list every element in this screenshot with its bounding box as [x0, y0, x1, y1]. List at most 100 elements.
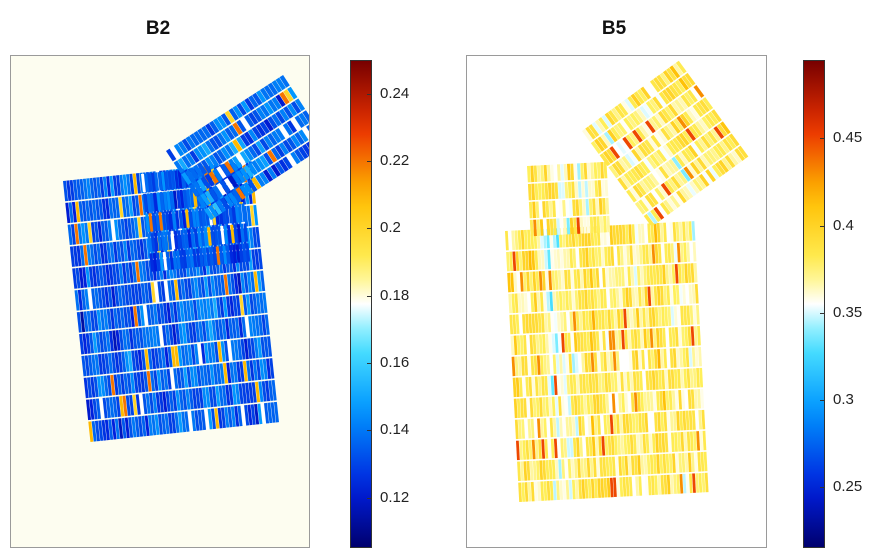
field-cell [216, 297, 222, 318]
field-cell [220, 407, 226, 429]
field-cell [157, 232, 163, 251]
field-cell [532, 460, 537, 481]
field-cell [94, 221, 100, 243]
field-cell [110, 374, 116, 396]
field-cell [654, 412, 658, 432]
field-cell [216, 363, 222, 385]
field-cell [590, 415, 595, 436]
field-cell [507, 272, 511, 293]
field-cell [651, 370, 656, 390]
field-cell [244, 114, 255, 128]
field-cell [531, 183, 536, 201]
field-cell [664, 243, 668, 264]
field-cell [701, 472, 706, 493]
field-cell [709, 147, 721, 161]
field-cell [84, 222, 90, 244]
field-cell [687, 263, 692, 283]
field-cell [609, 477, 614, 498]
field-cell [651, 170, 663, 184]
field-cell [115, 197, 121, 218]
field-cell [686, 242, 691, 262]
field-cell [718, 159, 729, 173]
field-cell [553, 438, 558, 459]
field-cell [283, 89, 294, 102]
field-cell [106, 308, 112, 330]
field-cell [165, 251, 171, 271]
field-cell [703, 451, 708, 472]
field-cell [639, 434, 644, 454]
field-cell [626, 245, 631, 266]
field-cell [627, 455, 632, 476]
field-cell [672, 285, 677, 305]
field-cell [83, 244, 89, 266]
field-cell [630, 93, 642, 107]
field-cell [279, 74, 290, 88]
field-cell [579, 374, 583, 394]
field-cell [86, 310, 92, 332]
field-cell [160, 281, 166, 302]
field-cell [127, 284, 133, 306]
field-cell [544, 249, 548, 270]
field-cell [667, 243, 672, 263]
field-cell [535, 397, 540, 417]
field-cell [675, 390, 679, 410]
field-cell [533, 355, 538, 376]
field-cell [255, 123, 266, 137]
field-cell [105, 264, 111, 286]
field-cell [701, 409, 706, 430]
field-cell [663, 411, 668, 432]
field-cell [258, 381, 264, 402]
field-cell [165, 324, 171, 346]
field-cell [153, 370, 159, 391]
field-cell [251, 382, 257, 403]
field-cell [534, 313, 539, 333]
field-cell [589, 331, 594, 352]
field-cell [604, 309, 609, 330]
field-cell [607, 246, 612, 267]
field-cell [656, 454, 661, 474]
field-cell [271, 80, 283, 93]
field-cell [605, 330, 610, 351]
field-cell [687, 144, 699, 158]
field-cell [131, 416, 137, 438]
field-cell [665, 453, 670, 474]
field-cell [118, 196, 124, 218]
field-cell [200, 159, 212, 173]
field-cell [607, 435, 612, 456]
field-cell [669, 222, 674, 242]
field-cell [652, 265, 657, 285]
field-cell [520, 293, 525, 313]
field-cell [91, 199, 97, 221]
field-cell [99, 398, 105, 419]
field-cell [189, 133, 200, 147]
field-cell [590, 352, 595, 373]
field-cell [116, 241, 122, 263]
field-cell [674, 99, 685, 113]
field-cell [267, 99, 278, 113]
field-cell [253, 337, 259, 359]
field-cell [540, 418, 544, 438]
field-cell [115, 263, 121, 285]
field-cell [207, 408, 213, 430]
field-cell [680, 368, 685, 389]
field-cell [670, 369, 675, 389]
field-cell [248, 227, 254, 249]
field-cell [595, 268, 600, 288]
field-cell [631, 413, 636, 433]
field-cell [302, 110, 309, 123]
field-cell [576, 332, 581, 352]
field-cell [695, 473, 700, 493]
field-cell [570, 458, 575, 479]
field-cell [666, 197, 678, 211]
field-cell [517, 461, 521, 482]
field-cell [243, 165, 254, 178]
field-cell [675, 221, 680, 242]
field-cell [569, 248, 574, 269]
field-cell [568, 353, 573, 374]
field-cell [238, 383, 244, 405]
field-cell [563, 311, 567, 332]
field-cell [180, 345, 186, 366]
field-cell [94, 288, 100, 309]
field-cell [642, 244, 646, 265]
field-cell [65, 202, 71, 224]
